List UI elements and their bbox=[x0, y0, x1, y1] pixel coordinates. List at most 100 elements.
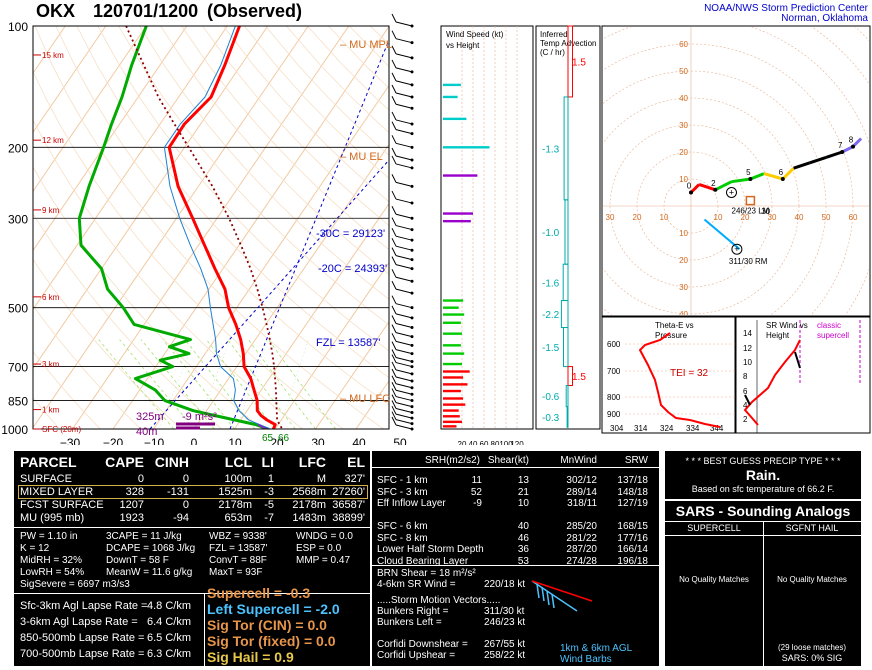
vector-label: Bunkers Left = bbox=[377, 617, 442, 628]
advection-label: -2.2 bbox=[542, 310, 560, 321]
wind-barb-flag bbox=[391, 394, 397, 403]
kin-cell: 13 bbox=[517, 475, 529, 486]
parcel-cell: 27260' bbox=[332, 486, 365, 498]
pressure-tick-label: 700 bbox=[8, 361, 28, 375]
hodo-segment bbox=[763, 172, 784, 181]
wind-barb bbox=[395, 362, 413, 368]
hodo-x-tick: 20 bbox=[741, 213, 750, 222]
inset-barb-flag bbox=[536, 583, 540, 599]
parcel-cell: -7 bbox=[264, 512, 274, 524]
sars-title: SARS - Sounding Analogs bbox=[675, 503, 851, 519]
kin-cell: 46 bbox=[517, 532, 529, 544]
dry-adiabat bbox=[55, 26, 389, 406]
right-mover-cross: + bbox=[734, 244, 739, 254]
wind-barb bbox=[395, 383, 413, 389]
dry-adiabat bbox=[33, 304, 142, 429]
wind-barb-flag bbox=[391, 361, 397, 371]
hodo-x-tick: 30 bbox=[768, 213, 777, 222]
wind-barb-base bbox=[410, 228, 414, 232]
minus30c-height: -30C = 29123' bbox=[316, 228, 385, 240]
parcel-cell: -3 bbox=[264, 486, 274, 498]
hodo-height-label: 6 bbox=[779, 168, 784, 177]
hodo-x-tick: 30 bbox=[606, 213, 615, 222]
hodo-ring-label: 40 bbox=[679, 310, 688, 319]
wind-barb-base bbox=[410, 399, 414, 403]
hodo-segment bbox=[809, 155, 827, 165]
wind-barb bbox=[395, 357, 413, 362]
advection-label: 1.5 bbox=[572, 372, 586, 383]
index-cell: WNDG = 0.0 bbox=[296, 531, 353, 542]
classic-supercell-label2: supercell bbox=[817, 331, 849, 340]
org-location: Norman, Oklahoma bbox=[781, 13, 868, 24]
wind-barb-base bbox=[410, 56, 414, 60]
wind-tick-label: 120 bbox=[510, 440, 524, 449]
wind-panel-title: Wind Speed (kt) bbox=[446, 30, 504, 39]
parcel-cell: -131 bbox=[166, 486, 189, 498]
vector-value: 267/55 kt bbox=[484, 639, 526, 650]
lapse-value: 6.5 C/km bbox=[147, 632, 192, 644]
wind-barb bbox=[395, 213, 413, 219]
theta-e-title: Theta-E vs bbox=[655, 321, 694, 330]
wind-barb-flag bbox=[391, 388, 397, 397]
kin-row-label: SFC - 1 km bbox=[377, 475, 428, 486]
advection-bar bbox=[566, 406, 569, 428]
dry-adiabat bbox=[118, 26, 389, 326]
hodo-segment bbox=[698, 182, 716, 192]
wind-barb-flag bbox=[391, 174, 397, 183]
dry-adiabat bbox=[33, 397, 61, 429]
skewt-plot: 100 200 300 500 700 850 1000 15 km 12 km 9 km 6 km… bbox=[1, 13, 414, 450]
wind-barb bbox=[395, 80, 413, 86]
advection-label: -1.3 bbox=[542, 144, 560, 155]
wind-barb bbox=[395, 235, 413, 241]
vector-label: Corfidi Downshear = bbox=[377, 639, 468, 650]
index-cell: MidRH = 32% bbox=[20, 555, 82, 566]
isotherm bbox=[233, 202, 389, 429]
advection-label: -0.3 bbox=[542, 413, 560, 424]
index-cell: 3CAPE = 11 J/kg bbox=[106, 531, 182, 542]
hodo-height-label: 8 bbox=[849, 136, 854, 145]
composite-index: Sig Tor (fixed) = 0.0 bbox=[207, 633, 336, 649]
wind-barb-flag bbox=[391, 227, 397, 237]
left-mover-label: 246/23 LM bbox=[732, 207, 770, 216]
wind-barb-base bbox=[410, 41, 414, 45]
lapse-label: 3-6km Agl Lapse Rate = bbox=[20, 616, 138, 628]
parcel-cell: 100m bbox=[224, 473, 252, 485]
left-mover-cross: + bbox=[729, 188, 734, 198]
wind-barb-base bbox=[410, 184, 414, 188]
wind-barb bbox=[395, 129, 413, 135]
wind-barb-base bbox=[410, 158, 414, 162]
isotherm bbox=[112, 26, 389, 429]
moist-adiabat bbox=[268, 339, 337, 429]
parcel-cell: FCST SURFACE bbox=[20, 499, 104, 511]
sfc-dewpoint-f: 65 bbox=[262, 433, 274, 444]
hodo-ring-label: 60 bbox=[679, 40, 688, 49]
hodograph: 1010202030304040505060607070808090904030… bbox=[601, 25, 871, 319]
wind-barb-flag bbox=[391, 45, 397, 55]
composite-index: Sig Tor (CIN) = 0.0 bbox=[207, 617, 327, 633]
isotherm bbox=[33, 26, 188, 252]
wind-tick-label: 20 bbox=[458, 440, 467, 449]
wind-barb bbox=[395, 419, 413, 425]
index-cell: LowRH = 54% bbox=[20, 567, 85, 578]
wind-barb-base bbox=[410, 306, 414, 310]
hodo-height-point bbox=[748, 177, 753, 181]
freezing-level: FZL = 13587' bbox=[316, 337, 380, 349]
index-cell: MaxT = 93F bbox=[209, 567, 263, 578]
wind-speed-bar bbox=[443, 299, 464, 302]
wind-barb bbox=[395, 103, 413, 109]
wind-barb-base bbox=[410, 343, 414, 347]
wind-barb-base bbox=[410, 416, 414, 420]
advection-label: -0.6 bbox=[542, 392, 560, 403]
inset-barb-flag bbox=[541, 586, 545, 602]
index-cell: DCAPE = 1068 J/kg bbox=[106, 543, 196, 554]
index-cell: FZL = 13587' bbox=[209, 543, 268, 554]
wind-barb-flag bbox=[391, 375, 397, 384]
dry-adiabat bbox=[76, 26, 389, 379]
hodo-ring-label: 30 bbox=[679, 121, 688, 130]
wind-barb-flag bbox=[391, 400, 397, 409]
wind-barb-flag bbox=[391, 305, 397, 315]
theta-e-subtitle: Pressure bbox=[655, 331, 688, 340]
wind-barb-flag bbox=[391, 111, 397, 121]
wind-speed-bar bbox=[443, 313, 465, 316]
wind-speed-bar bbox=[443, 83, 461, 87]
